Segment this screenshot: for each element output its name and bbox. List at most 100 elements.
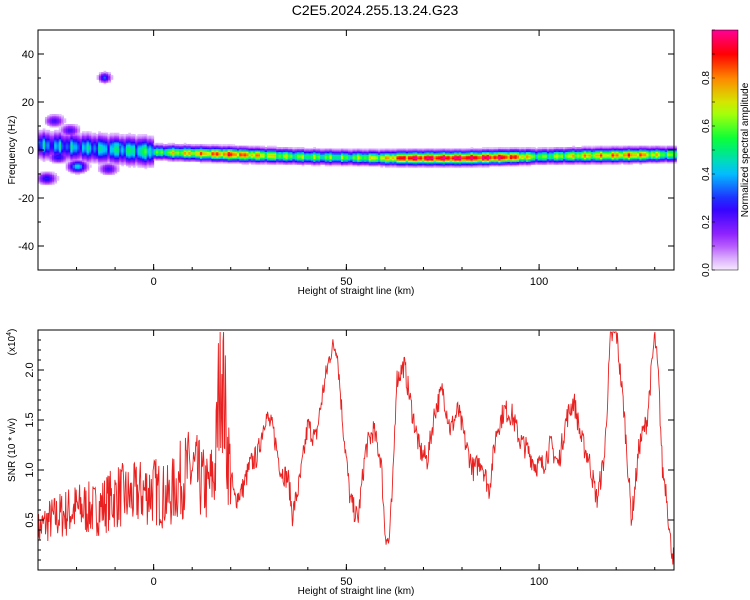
spectrogram-cell (599, 162, 603, 165)
spectrogram-cell (77, 131, 81, 134)
spectrogram-cell (625, 152, 629, 155)
spectrogram-cell (583, 151, 587, 154)
spectrogram-cell (100, 170, 104, 173)
spectrogram-cell (199, 158, 203, 161)
spectrogram-cell (609, 157, 613, 160)
spectrogram-cell (174, 147, 178, 150)
spectrogram-cell (174, 148, 178, 151)
spectrogram-cell (181, 144, 185, 147)
spectrogram-cell (468, 152, 471, 155)
spectrogram-cell (657, 148, 661, 151)
spectrogram-cell (389, 161, 393, 164)
spectrogram-cell (562, 152, 566, 155)
spectrogram-cell (509, 150, 513, 152)
spectrogram-cell (169, 148, 173, 151)
spectrogram-cell (391, 155, 395, 158)
spectrogram-cell (77, 170, 81, 173)
spectrogram-cell (220, 152, 224, 155)
spectrogram-cell (565, 154, 569, 157)
spectrogram-cell (625, 161, 629, 164)
spectrogram-cell (273, 154, 277, 157)
spectrogram-cell (542, 147, 545, 150)
spectrogram-cell (514, 160, 518, 163)
spectrogram-cell (229, 157, 233, 160)
spectrogram-cell (368, 161, 372, 164)
spectrogram-cell (54, 161, 57, 164)
spectrogram-cell (303, 148, 307, 151)
spectrogram-cell (382, 148, 386, 151)
spectrogram-cell (627, 152, 631, 155)
spectrogram-cell (657, 158, 661, 161)
spectrogram-cell (95, 147, 99, 150)
spectrogram-cell (445, 150, 448, 152)
spectrogram-cell (132, 152, 136, 155)
spectrogram-cell (225, 150, 229, 152)
spectrogram-cell (646, 147, 650, 150)
spectrogram-cell (671, 158, 675, 161)
spectrogram-cell (632, 147, 636, 150)
spectrogram-cell (102, 158, 106, 161)
spectrogram-cell (202, 154, 206, 157)
spectrogram-cell (54, 145, 57, 148)
spectrogram-cell (558, 151, 562, 154)
spectrogram-cell (347, 162, 351, 165)
spectrogram-cell (451, 154, 455, 157)
spectrogram-cell (285, 158, 289, 161)
spectrogram-cell (498, 151, 502, 154)
spectrogram-cell (70, 141, 74, 144)
spectrogram-cell (44, 116, 48, 119)
spectrogram-cell (58, 137, 62, 139)
spectrogram-cell (280, 151, 284, 154)
spectrogram-cell (546, 155, 550, 158)
spectrogram-cell (255, 145, 259, 148)
y-multiplier: (x104) (6, 329, 18, 356)
spectrogram-cell (61, 158, 64, 161)
spectrogram-cell (79, 171, 83, 174)
spectrogram-cell (223, 161, 226, 164)
spectrogram-cell (137, 158, 141, 161)
spectrogram-cell (105, 73, 109, 76)
spectrogram-cell (95, 154, 99, 157)
spectrogram-cell (108, 76, 111, 79)
spectrogram-cell (75, 167, 78, 170)
spectrogram-cell (84, 164, 88, 167)
spectrogram-cell (65, 162, 69, 165)
spectrogram-cell (199, 154, 203, 157)
spectrogram-cell (560, 150, 564, 152)
spectrogram-cell (377, 157, 381, 160)
spectrogram-cell (375, 162, 379, 165)
spectrogram-cell (70, 126, 74, 129)
spectrogram-cell (54, 150, 57, 152)
spectrogram-cell (627, 157, 631, 160)
spectrogram-cell (216, 148, 219, 151)
spectrogram-cell (118, 152, 122, 155)
spectrogram-cell (447, 157, 451, 160)
spectrogram-cell (206, 147, 210, 150)
spectrogram-cell (338, 148, 342, 151)
spectrogram-cell (236, 157, 240, 160)
spectrogram-cell (389, 157, 393, 160)
spectrogram-cell (63, 121, 67, 124)
spectrogram-cell (229, 160, 233, 163)
spectrogram-cell (449, 165, 453, 168)
spectrogram-cell (528, 151, 532, 154)
spectrogram-cell (137, 141, 141, 144)
spectrogram-cell (593, 155, 596, 158)
spectrogram-cell (271, 161, 275, 164)
spectrogram-cell (123, 158, 127, 161)
spectrogram-cell (431, 150, 434, 152)
spectrogram-cell (260, 162, 263, 165)
spectrogram-cell (81, 134, 85, 137)
spectrogram-cell (616, 161, 619, 164)
spectrogram-cell (660, 160, 663, 163)
spectrogram-cell (581, 148, 585, 151)
spectrogram-cell (181, 145, 185, 148)
spectrogram-cell (58, 126, 62, 129)
spectrogram-cell (417, 164, 421, 167)
spectrogram-cell (498, 152, 502, 155)
spectrogram-cell (317, 148, 321, 151)
spectrogram-cell (498, 161, 502, 164)
spectrogram-cell (546, 154, 550, 157)
spectrogram-cell (86, 150, 90, 152)
spectrogram-cell (632, 148, 636, 151)
